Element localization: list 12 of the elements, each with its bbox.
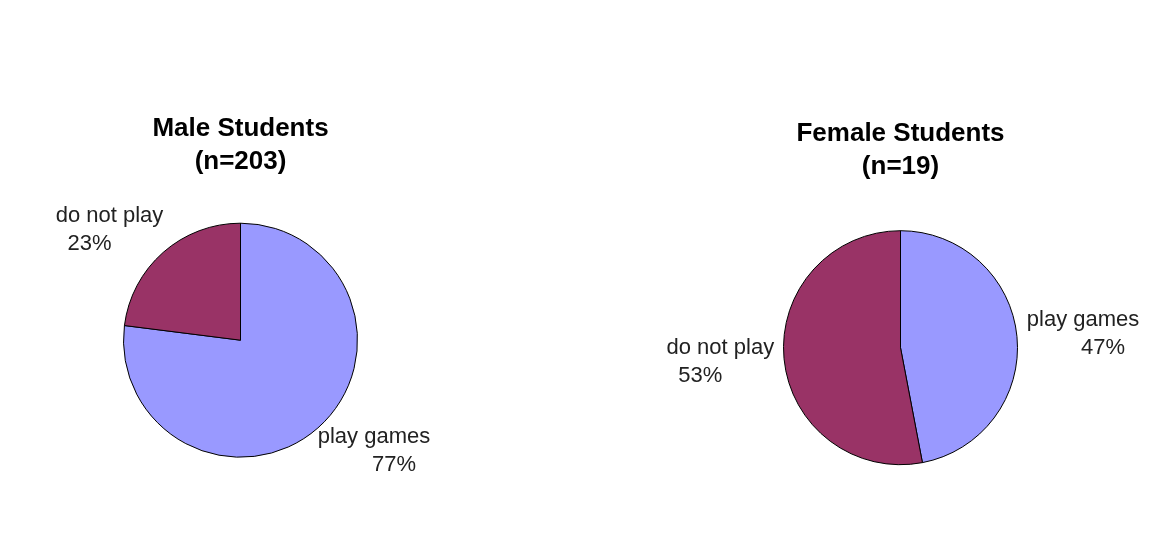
chart-subtitle: (n=203) [194, 144, 287, 175]
slice-label: do not play [666, 333, 775, 359]
slice-label: do not play [55, 202, 164, 227]
chart-subtitle: (n=19) [861, 149, 940, 180]
data-label: 53% [678, 361, 723, 387]
data-label: 77% [371, 450, 416, 476]
data-label: 23% [67, 230, 112, 255]
data-label: 47% [1081, 333, 1126, 359]
slice-label: play games [317, 422, 431, 448]
slice-label: play games [1026, 305, 1140, 331]
chart-title: Male Students [152, 111, 329, 142]
chart-title: Female Students [796, 116, 1005, 147]
